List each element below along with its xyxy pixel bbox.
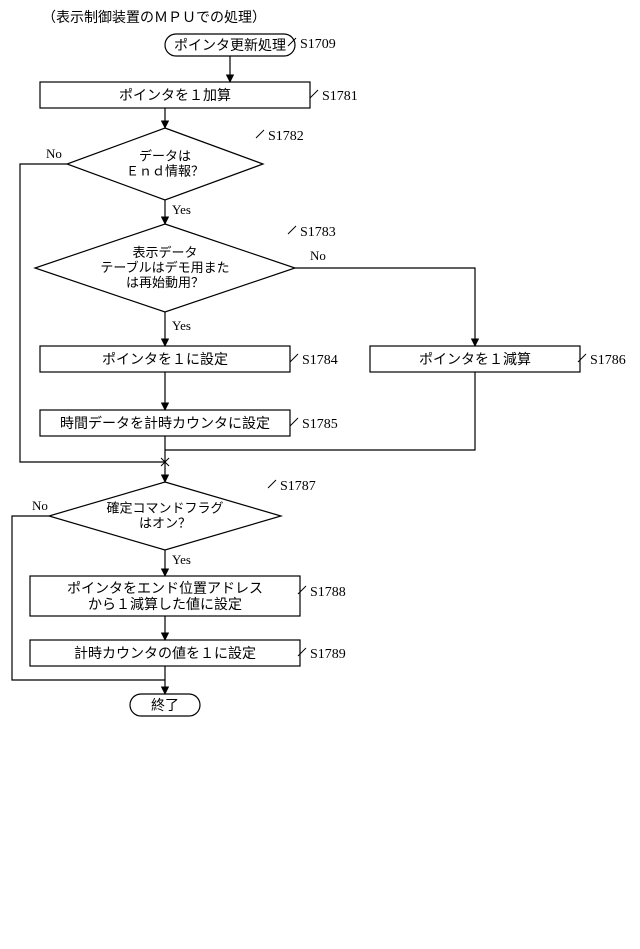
svg-text:時間データを計時カウンタに設定: 時間データを計時カウンタに設定: [60, 415, 270, 432]
svg-text:No: No: [310, 248, 326, 263]
svg-text:S1709: S1709: [300, 37, 336, 52]
edge-5: [295, 268, 475, 346]
svg-text:表示データ: 表示データ: [132, 245, 197, 260]
svg-text:は再始動用？: は再始動用？: [126, 275, 204, 290]
svg-text:S1784: S1784: [302, 353, 338, 368]
svg-text:確定コマンドフラグ: 確定コマンドフラグ: [106, 501, 223, 516]
svg-text:S1785: S1785: [302, 417, 338, 432]
svg-text:S1781: S1781: [322, 89, 358, 104]
svg-text:終了: 終了: [151, 698, 179, 714]
svg-text:S1789: S1789: [310, 647, 346, 662]
svg-text:はオン？: はオン？: [139, 516, 191, 531]
svg-text:S1782: S1782: [268, 129, 304, 144]
svg-text:Yes: Yes: [172, 552, 191, 567]
svg-text:ポインタを１に設定: ポインタを１に設定: [102, 352, 228, 368]
svg-text:Yes: Yes: [172, 202, 191, 217]
svg-text:ポインタをエンド位置アドレス: ポインタをエンド位置アドレス: [67, 581, 263, 597]
svg-text:ポインタを１減算: ポインタを１減算: [419, 351, 531, 368]
svg-text:ポインタ更新処理: ポインタ更新処理: [174, 38, 286, 54]
svg-text:No: No: [46, 146, 62, 161]
svg-text:No: No: [32, 498, 48, 513]
svg-text:Yes: Yes: [172, 318, 191, 333]
svg-text:計時カウンタの値を１に設定: 計時カウンタの値を１に設定: [74, 646, 256, 662]
svg-text:テーブルはデモ用また: テーブルはデモ用また: [100, 260, 229, 275]
svg-text:ポインタを１加算: ポインタを１加算: [119, 88, 231, 104]
svg-text:Ｅｎｄ情報？: Ｅｎｄ情報？: [126, 164, 204, 179]
flowchart-diagram: （表示制御装置のＭＰＵでの処理） ポインタ更新処理 S1709 ポインタを１加算 S17…: [0, 0, 640, 949]
svg-text:（表示制御装置のＭＰＵでの処理）: （表示制御装置のＭＰＵでの処理）: [42, 10, 266, 26]
svg-text:S1783: S1783: [300, 225, 336, 240]
svg-text:S1787: S1787: [280, 479, 316, 494]
svg-text:データは: データは: [139, 149, 191, 164]
svg-text:S1786: S1786: [590, 353, 626, 368]
edge-8: [165, 372, 475, 450]
svg-text:から１減算した値に設定: から１減算した値に設定: [88, 596, 242, 613]
svg-text:S1788: S1788: [310, 585, 346, 600]
